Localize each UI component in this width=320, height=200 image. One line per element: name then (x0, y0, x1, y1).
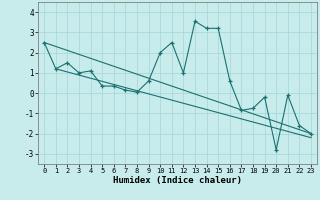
X-axis label: Humidex (Indice chaleur): Humidex (Indice chaleur) (113, 176, 242, 185)
